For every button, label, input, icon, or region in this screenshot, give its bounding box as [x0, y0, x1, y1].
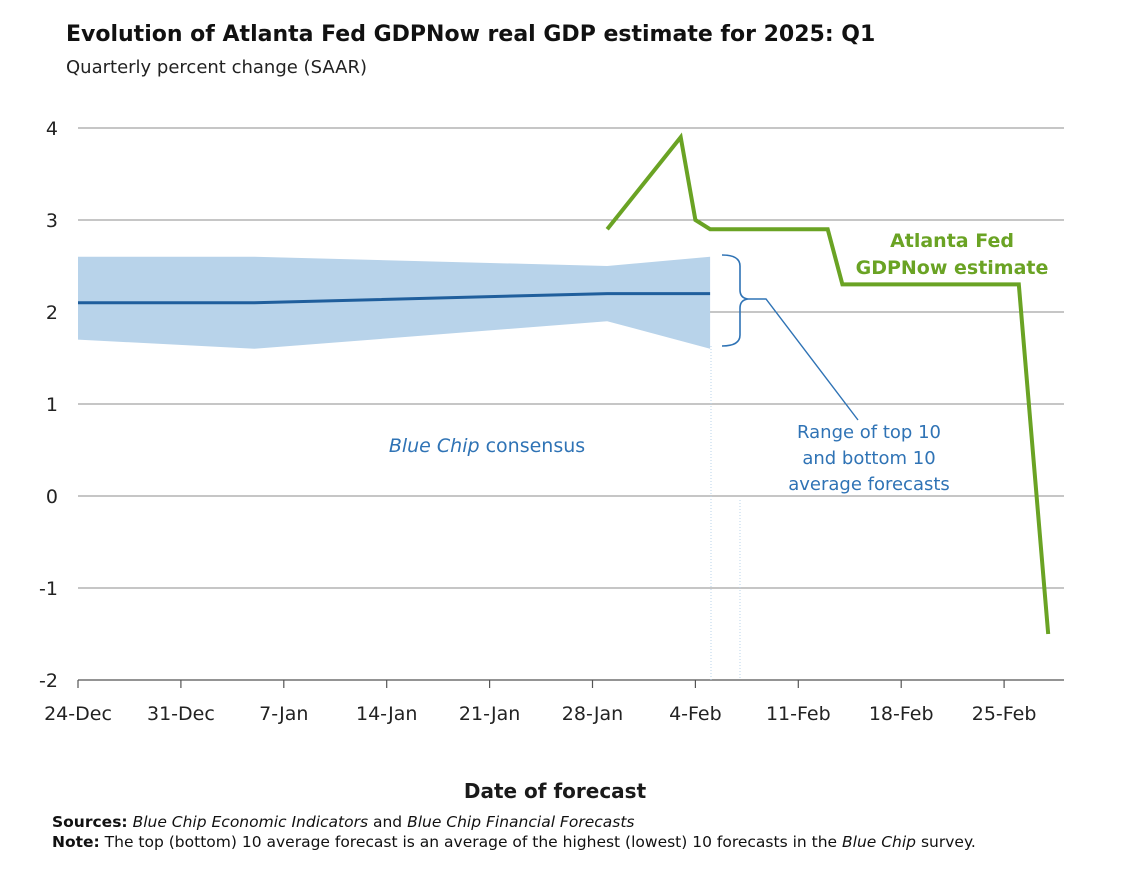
sources-part1: Blue Chip Economic Indicators [132, 813, 369, 831]
consensus-label-italic: Blue Chip [389, 435, 480, 457]
x-tick-label: 4-Feb [669, 703, 722, 725]
y-tick-label: 0 [46, 486, 58, 508]
x-tick-label: 11-Feb [766, 703, 831, 725]
y-tick-label: 1 [46, 394, 58, 416]
x-axis-label: Date of forecast [463, 779, 647, 803]
note-line: Note: The top (bottom) 10 average foreca… [52, 832, 1052, 852]
y-tick-label: 4 [46, 118, 58, 140]
range-label-line3: average forecasts [788, 474, 950, 495]
range-bracket [721, 254, 749, 347]
chart-subtitle: Quarterly percent change (SAAR) [66, 57, 367, 78]
y-tick-label: -2 [39, 670, 58, 692]
series-layer [78, 132, 1051, 635]
axis-layer: 4 3 2 1 0 -1 -2 24-Dec 31-Dec 7-Jan 14-Jan 21-Jan 28… [39, 118, 1064, 725]
sources-label: Sources: [52, 813, 128, 831]
note-label: Note: [52, 833, 100, 851]
gdpnow-chart: 4 3 2 1 0 -1 -2 24-Dec 31-Dec 7-Jan 14-Jan 21-Jan 28… [39, 118, 1064, 725]
sources-and: and [368, 813, 408, 831]
y-tick-label: 2 [46, 302, 58, 324]
note-italic: Blue Chip [842, 833, 917, 851]
x-tick-label: 18-Feb [869, 703, 934, 725]
note-text2: survey. [916, 833, 976, 851]
grid-layer [78, 127, 1064, 589]
note-text1: The top (bottom) 10 average forecast is … [99, 833, 842, 851]
range-band-layer [78, 256, 711, 349]
annotation-layer: Atlanta Fed GDPNow estimate Blue Chip co… [389, 230, 1049, 680]
y-tick-label: 3 [46, 210, 58, 232]
x-tick-label: 25-Feb [972, 703, 1037, 725]
chart-title: Evolution of Atlanta Fed GDPNow real GDP… [66, 22, 876, 47]
range-band [78, 256, 711, 349]
gdpnow-line [605, 132, 1051, 635]
range-leader-line [748, 298, 859, 421]
consensus-label-rest: consensus [480, 435, 586, 457]
gdpnow-label-line1: Atlanta Fed [890, 230, 1014, 252]
gdpnow-label-line2: GDPNow estimate [856, 257, 1049, 279]
sources-part2: Blue Chip Financial Forecasts [407, 813, 635, 831]
x-tick-label: 7-Jan [259, 703, 308, 725]
x-tick-label: 24-Dec [44, 703, 112, 725]
consensus-line [78, 292, 711, 305]
x-tick-label: 28-Jan [562, 703, 623, 725]
x-tick-label: 31-Dec [147, 703, 215, 725]
sources-line: Sources: Blue Chip Economic Indicators a… [52, 812, 1052, 832]
chart-notes: Sources: Blue Chip Economic Indicators a… [52, 812, 1052, 852]
range-label-line2: and bottom 10 [802, 448, 935, 469]
x-tick-label: 14-Jan [356, 703, 417, 725]
consensus-label: Blue Chip consensus [389, 435, 585, 457]
y-tick-label: -1 [39, 578, 58, 600]
x-tick-label: 21-Jan [459, 703, 520, 725]
range-label-line1: Range of top 10 [797, 422, 941, 443]
